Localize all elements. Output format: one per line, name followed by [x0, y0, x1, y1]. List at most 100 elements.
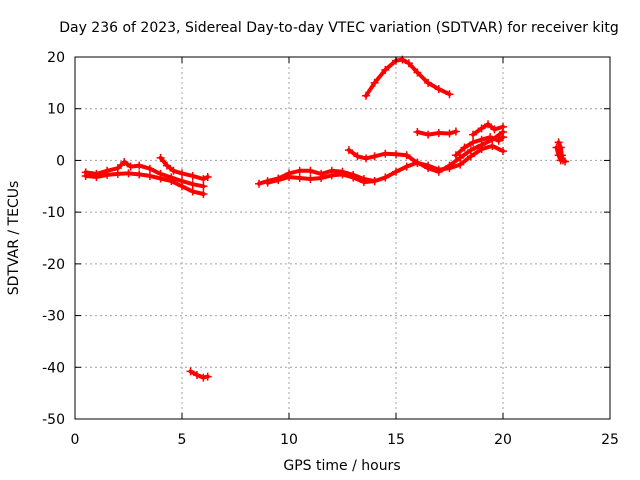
axis-ticks: 0 5 10 15 20 25 20 10 0 -10 -20 -30 -40 -50: [42, 50, 619, 448]
data-point: [135, 161, 144, 170]
data-point: [424, 161, 433, 170]
data-point: [344, 146, 353, 155]
data-point: [469, 130, 478, 139]
data-point: [499, 147, 507, 156]
data-point: [490, 125, 499, 134]
chart-title: Day 236 of 2023, Sidereal Day-to-day VTE…: [59, 20, 619, 36]
data-point: [445, 164, 454, 173]
data-point: [306, 166, 315, 175]
data-point: [424, 130, 433, 139]
data-point: [434, 165, 443, 174]
data-point: [156, 153, 165, 162]
data-point: [306, 175, 315, 184]
data-point: [178, 169, 186, 178]
data-point: [392, 167, 400, 176]
series-track-j: [364, 57, 452, 98]
data-point: [178, 182, 186, 191]
data-point: [456, 160, 465, 169]
data-point: [188, 187, 197, 196]
data-point: [199, 175, 208, 184]
y-tick-label: -40: [42, 360, 65, 376]
y-axis-label: SDTVAR / TECUs: [6, 181, 22, 296]
plot-frame: [74, 56, 611, 420]
data-point: [317, 174, 326, 183]
data-point: [466, 152, 475, 161]
data-point: [469, 138, 478, 147]
y-tick-label: -50: [42, 412, 65, 428]
data-point: [92, 172, 101, 181]
data-point: [188, 180, 197, 189]
data-point: [103, 170, 112, 179]
data-point: [477, 145, 486, 154]
x-tick-label: 10: [280, 432, 298, 448]
grid-lines: [75, 57, 610, 419]
data-point: [295, 174, 304, 183]
data-point: [381, 65, 390, 74]
x-tick-label: 5: [178, 432, 187, 448]
data-point: [392, 150, 400, 159]
data-point: [499, 122, 507, 131]
data-point: [413, 68, 422, 77]
data-point: [451, 127, 460, 136]
data-series: [81, 55, 570, 382]
data-point: [362, 154, 371, 163]
data-point: [120, 157, 129, 166]
y-tick-label: 10: [47, 102, 65, 118]
data-point: [81, 171, 90, 180]
data-point: [370, 152, 379, 161]
data-point: [359, 178, 368, 187]
data-point: [135, 170, 144, 179]
data-point: [124, 169, 133, 178]
data-point: [381, 149, 390, 158]
data-point: [255, 179, 264, 188]
data-point: [451, 151, 460, 160]
data-point: [477, 124, 486, 133]
series-track-g: [346, 143, 505, 172]
data-point: [327, 171, 336, 180]
data-point: [456, 153, 465, 162]
x-axis-label: GPS time / hours: [283, 458, 400, 474]
data-point: [353, 152, 362, 161]
y-tick-label: -30: [42, 309, 65, 325]
data-point: [381, 173, 390, 182]
data-point: [477, 135, 486, 144]
data-point: [263, 178, 272, 187]
data-point: [156, 174, 165, 183]
data-point: [199, 373, 208, 382]
y-tick-label: -10: [42, 205, 65, 221]
data-point: [552, 143, 561, 152]
data-point: [402, 151, 411, 160]
data-point: [554, 151, 563, 160]
data-point: [370, 177, 379, 186]
data-point: [167, 177, 176, 186]
data-point: [434, 85, 443, 94]
y-tick-label: 0: [56, 153, 65, 169]
data-point: [113, 169, 122, 178]
data-point: [169, 166, 178, 175]
data-point: [203, 172, 212, 181]
data-point: [362, 91, 371, 100]
x-tick-label: 25: [601, 432, 619, 448]
x-tick-label: 20: [494, 432, 512, 448]
y-tick-label: -20: [42, 257, 65, 273]
data-point: [349, 173, 358, 182]
data-point: [445, 90, 454, 99]
data-point: [186, 367, 195, 376]
data-point: [404, 59, 413, 68]
data-point: [499, 133, 507, 142]
data-point: [402, 162, 411, 171]
data-point: [199, 190, 208, 199]
data-point: [370, 78, 379, 87]
x-tick-label: 0: [71, 432, 80, 448]
data-point: [338, 170, 347, 179]
data-point: [285, 172, 293, 181]
data-point: [145, 171, 154, 180]
y-tick-label: 20: [47, 50, 65, 66]
data-point: [413, 127, 422, 136]
data-point: [145, 164, 154, 173]
data-point: [163, 161, 172, 170]
data-point: [445, 129, 454, 138]
data-point: [434, 129, 443, 138]
data-point: [199, 182, 208, 191]
